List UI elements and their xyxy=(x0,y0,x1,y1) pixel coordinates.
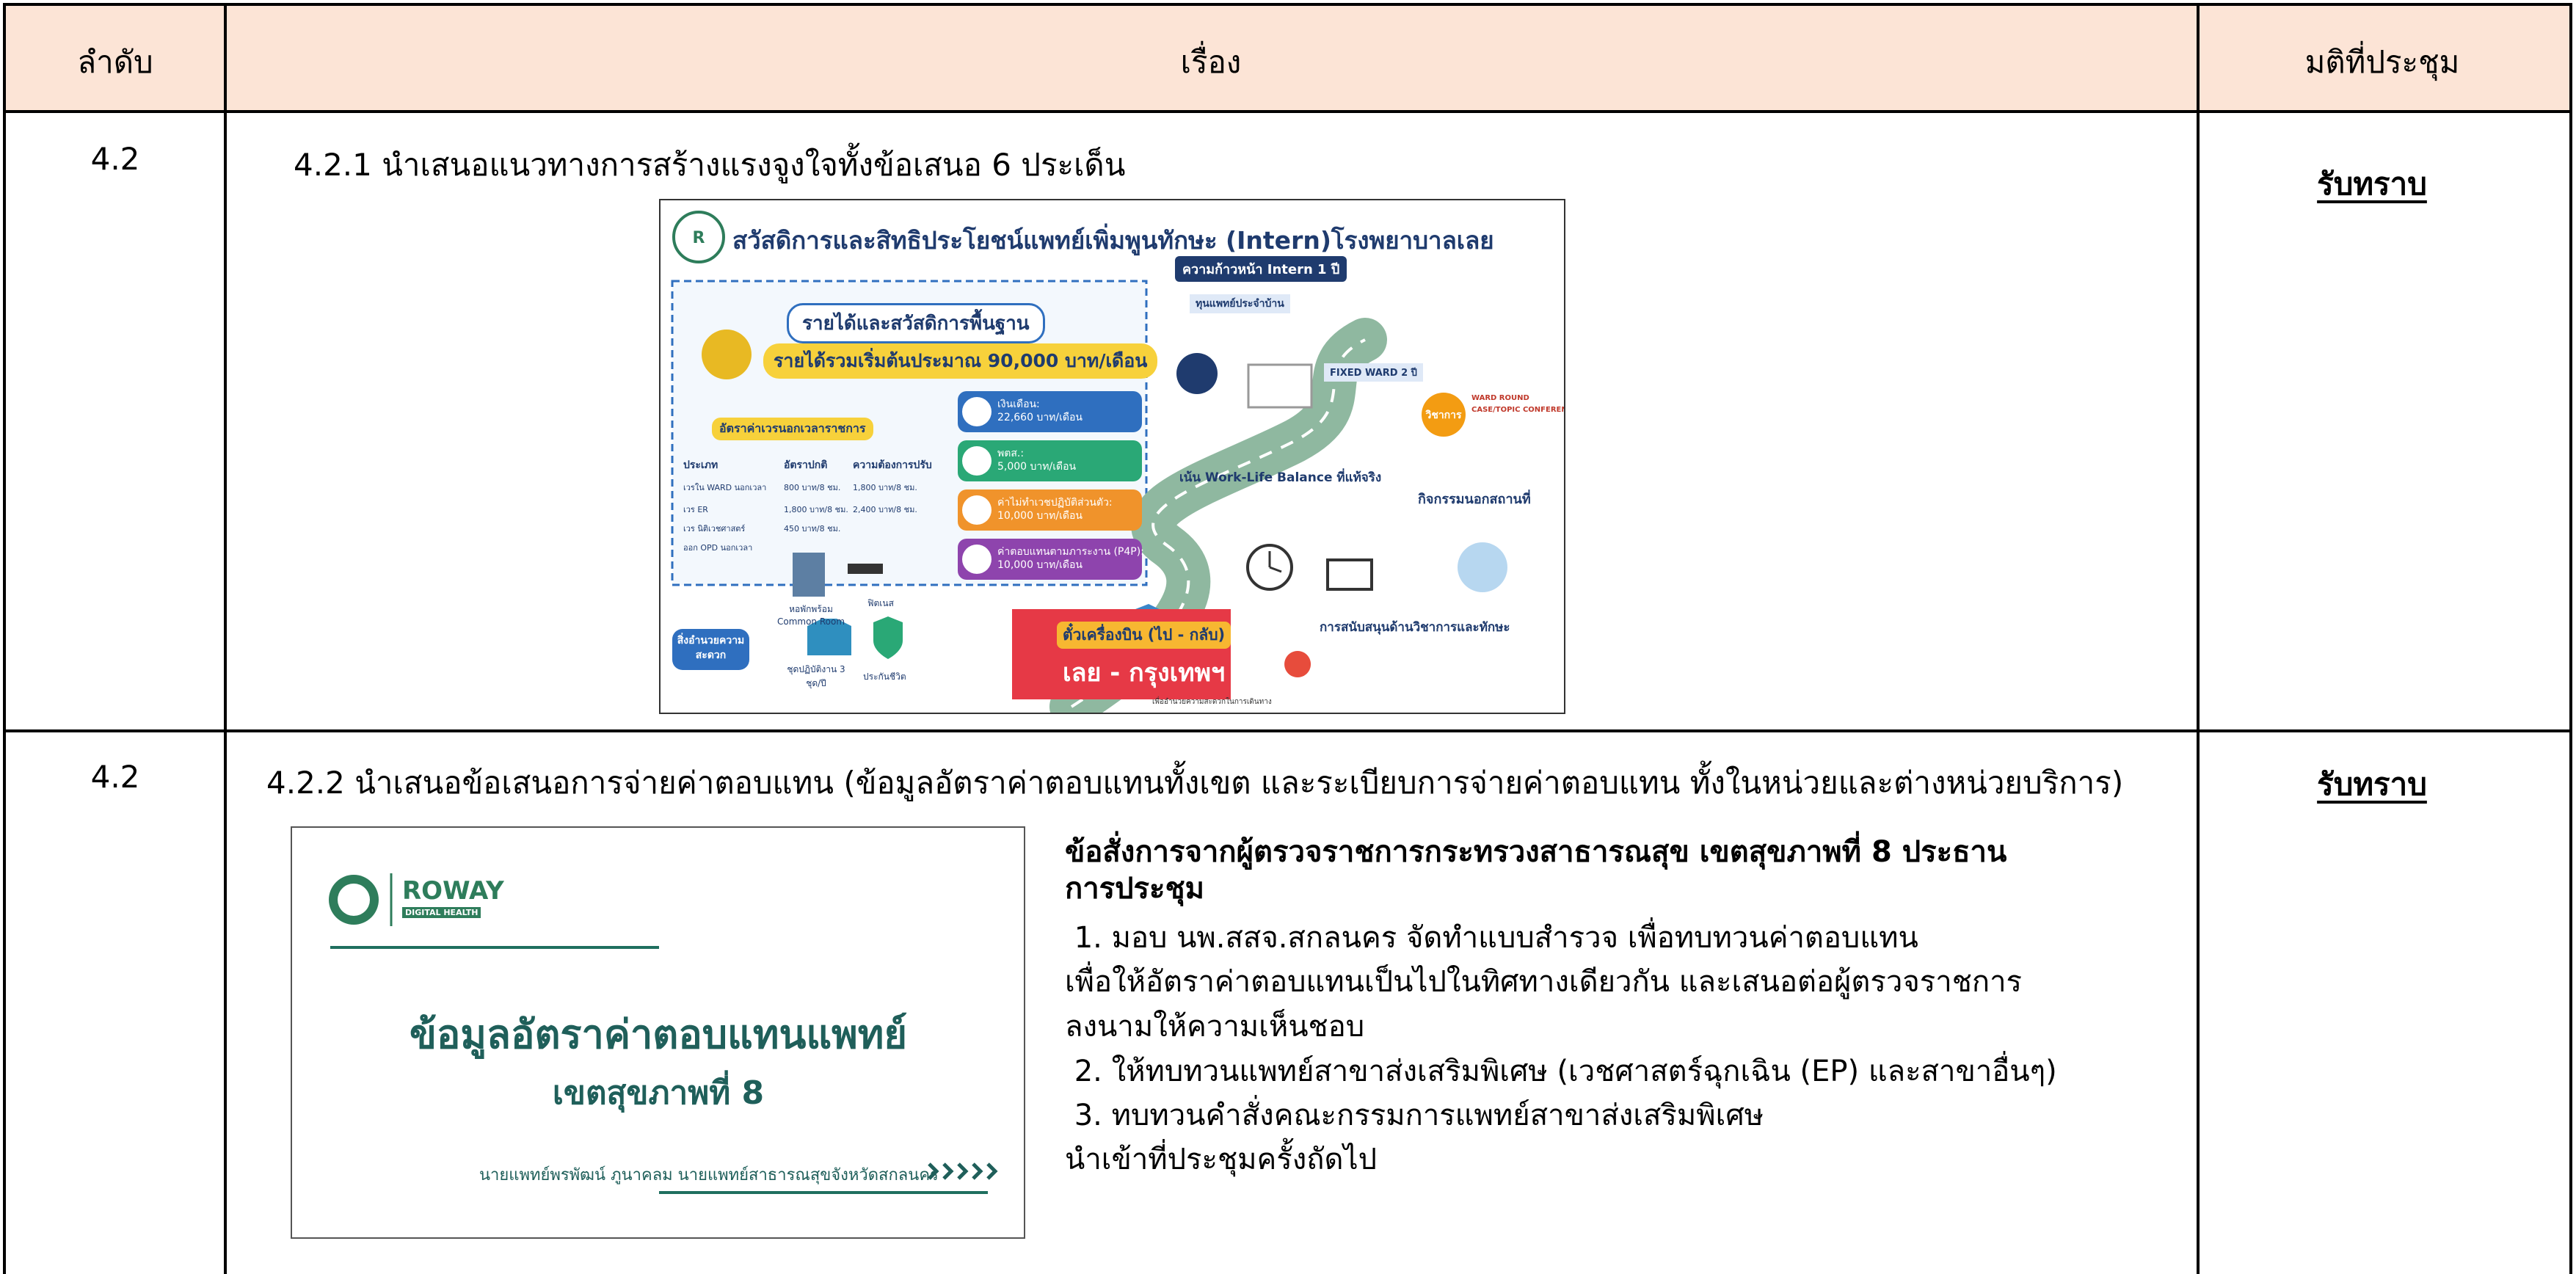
benefit-pill: เงินเดือน: 22,660 บาท/เดือน xyxy=(958,391,1142,432)
infographic-title: สวัสดิการและสิทธิประโยชน์แพทย์เพิ่มพูนทั… xyxy=(732,226,1494,255)
row-number: 4.2 xyxy=(90,141,140,177)
brand: ROWAY xyxy=(402,876,504,906)
directive-heading: การประชุม xyxy=(1065,872,1205,906)
work-life: เน้น Work-Life Balance ที่แท้จริง xyxy=(1179,470,1382,485)
outdoor: กิจกรรมนอกสถานที่ xyxy=(1418,492,1531,507)
slide: ROWAY DIGITAL HEALTH ข้อมูลอัตราค่าตอบแท… xyxy=(291,826,1025,1239)
header-cell: เรื่อง xyxy=(1180,44,1242,80)
slide-subtitle: เขตสุขภาพที่ 8 xyxy=(552,1074,765,1112)
slide-title: ข้อมูลอัตราค่าตอบแทนแพทย์ xyxy=(409,1011,908,1058)
border-right xyxy=(2569,3,2572,1274)
header-cell: มติที่ประชุม xyxy=(2304,44,2460,80)
slide-art xyxy=(329,873,998,1194)
header-background xyxy=(4,4,2571,112)
pill-icon xyxy=(962,397,992,426)
shift-cell: 1,800 บาท/8 ชม. xyxy=(784,505,848,514)
header-cell: ลำดับ xyxy=(77,44,153,80)
pill-label: ค่าไม่ทำเวชปฏิบัติส่วนตัว: xyxy=(997,497,1113,509)
pill-icon xyxy=(962,446,992,476)
benefit-pill: ค่าไม่ทำเวชปฏิบัติส่วนตัว: 10,000 บาท/เดื… xyxy=(958,489,1142,531)
pill-amount: 10,000 บาท/เดือน xyxy=(997,510,1083,522)
fitness: ฟิตเนส xyxy=(867,598,894,608)
directive-line: 1. มอบ นพ.สสจ.สกลนคร จัดทำแบบสำรวจ เพื่อ… xyxy=(1065,921,1918,955)
pill-label: พตส.: xyxy=(997,448,1025,459)
shift-cell: ออก OPD นอกเวลา xyxy=(683,543,753,553)
shift-cell: 450 บาท/8 ชม. xyxy=(784,524,841,534)
shift-cell: 800 บาท/8 ชม. xyxy=(784,483,841,492)
row-divider xyxy=(3,729,2572,732)
pill-label: เงินเดือน: xyxy=(997,398,1040,410)
directive-line: 2. ให้ทบทวนแพทย์สาขาส่งเสริมพิเศษ (เวชศา… xyxy=(1065,1055,2057,1088)
row-divider xyxy=(3,110,2572,113)
pill-amount: 22,660 บาท/เดือน xyxy=(997,412,1083,423)
infographic: R สวัสดิการและสิทธิประโยชน์แพทย์เพิ่มพูน… xyxy=(659,199,1565,714)
directive-line: 3. ทบทวนคำสั่งคณะกรรมการแพทย์สาขาส่งเสริ… xyxy=(1065,1099,1764,1132)
row-topic: 4.2.2 นำเสนอข้อเสนอการจ่ายค่าตอบแทน (ข้อ… xyxy=(266,765,2124,801)
row-number: 4.2 xyxy=(90,759,140,795)
directive-heading: ข้อสั่งการจากผู้ตรวจราชการกระทรวงสาธารณส… xyxy=(1065,835,2007,869)
shift-cell: เวรใน WARD นอกเวลา xyxy=(683,483,767,492)
benefit-pill: พตส.: 5,000 บาท/เดือน xyxy=(958,440,1142,481)
pill-icon xyxy=(962,495,992,525)
brand-sub: DIGITAL HEALTH xyxy=(402,907,481,918)
directive-line: ลงนามให้ความเห็นชอบ xyxy=(1065,1010,1365,1044)
shift-cell: 2,400 บาท/8 ชม. xyxy=(853,505,917,514)
progress: ความก้าวหน้า Intern 1 ปี xyxy=(1175,256,1347,282)
academic-item: CASE/TOPIC CONFERENCE xyxy=(1471,406,1564,414)
column-divider xyxy=(2197,3,2200,1274)
travel-note: เพื่ออำนวยความสะดวกในการเดินทาง xyxy=(1152,698,1272,706)
residency: ทุนแพทย์ประจำบ้าน xyxy=(1190,294,1290,313)
benefit-pill: ค่าตอบแทนตามภาระงาน (P4P): 10,000 บาท/เดื… xyxy=(958,539,1144,580)
directive-line: นำเข้าที่ประชุมครั้งถัดไป xyxy=(1065,1143,1377,1176)
uniform: ชุดปฏิบัติงาน 3 ชุด/ปี xyxy=(787,664,845,688)
shift-column: ประเภท xyxy=(683,459,718,471)
directive-line: เพื่อให้อัตราค่าตอบแทนเป็นไปในทิศทางเดีย… xyxy=(1065,965,2023,999)
row-resolution: รับทราบ xyxy=(2317,166,2427,202)
row-topic: 4.2.1 นำเสนอแนวทางการสร้างแรงจูงใจทั้งข้… xyxy=(294,147,1126,183)
support: การสนับสนุนด้านวิชาการและทักษะ xyxy=(1320,620,1510,635)
shift-column: ความต้องการปรับ xyxy=(853,459,932,471)
column-divider xyxy=(224,3,227,1274)
shift-cell: เวร นิติเวชศาสตร์ xyxy=(683,524,746,534)
svg-text:R: R xyxy=(693,229,705,247)
presenter: นายแพทย์พรพัฒน์ ภูนาคลม นายแพทย์สาธารณสุ… xyxy=(479,1166,939,1184)
pill-amount: 5,000 บาท/เดือน xyxy=(997,461,1077,473)
insurance: ประกันชีวิต xyxy=(863,671,906,682)
shift-cell: 1,800 บาท/8 ชม. xyxy=(853,483,917,492)
border-top xyxy=(3,3,2572,6)
row-resolution: รับทราบ xyxy=(2317,766,2427,802)
ticket: ตั๋วเครื่องบิน (ไป - กลับ) xyxy=(1057,622,1231,649)
academic: วิชาการ xyxy=(1425,410,1462,421)
basic-heading: รายได้และสวัสดิการพื้นฐาน xyxy=(787,303,1045,343)
border-left xyxy=(3,3,6,1274)
academic-item: WARD ROUND xyxy=(1471,394,1529,402)
route: เลย - กรุงเทพฯ xyxy=(1063,658,1226,688)
shift-cell: เวร ER xyxy=(683,505,708,514)
fixed-ward: FIXED WARD 2 ปี xyxy=(1324,363,1423,382)
pill-icon xyxy=(962,545,992,574)
pill-amount: 10,000 บาท/เดือน xyxy=(997,559,1083,571)
pill-label: ค่าตอบแทนตามภาระงาน (P4P): xyxy=(997,546,1144,558)
dorm: หอพักพร้อม Common Room xyxy=(776,604,845,627)
shift-column: อัตราปกติ xyxy=(784,459,828,471)
facilities: สิ่งอำนวยความสะดวก xyxy=(672,629,749,670)
shift-heading: อัตราค่าเวรนอกเวลาราชการ xyxy=(712,418,873,440)
total-income: รายได้รวมเริ่มต้นประมาณ 90,000 บาท/เดือน xyxy=(763,343,1158,379)
